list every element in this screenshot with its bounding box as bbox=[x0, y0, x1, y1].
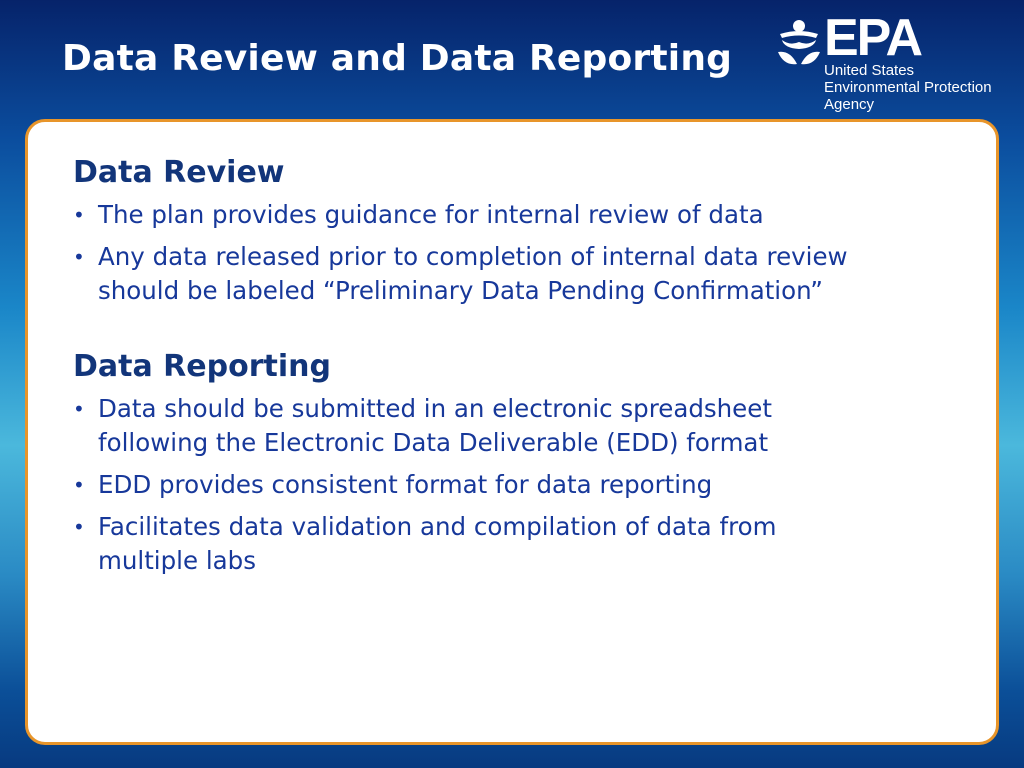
bullet-item: EDD provides consistent format for data … bbox=[73, 468, 813, 502]
bullet-item: Facilitates data validation and compilat… bbox=[73, 510, 813, 578]
agency-line-3: Agency bbox=[824, 96, 875, 113]
content-card: Data Review The plan provides guidance f… bbox=[25, 119, 999, 745]
section-data-review: Data Review The plan provides guidance f… bbox=[73, 155, 893, 316]
agency-line-2: Environmental Protection bbox=[824, 79, 992, 96]
agency-name: United States Environmental Protection A… bbox=[824, 62, 992, 113]
epa-wordmark: EPA bbox=[824, 9, 923, 67]
bullet-item: The plan provides guidance for internal … bbox=[73, 198, 893, 232]
section-heading: Data Reporting bbox=[73, 349, 331, 384]
bullet-item: Any data released prior to completion of… bbox=[73, 240, 893, 308]
agency-line-1: United States bbox=[824, 62, 915, 79]
section-heading: Data Review bbox=[73, 155, 285, 190]
section-data-reporting: Data Reporting Data should be submitted … bbox=[73, 349, 813, 586]
epa-flower-icon bbox=[778, 20, 820, 65]
bullet-item: Data should be submitted in an electroni… bbox=[73, 392, 813, 460]
epa-logo: EPA United States Environmental Protecti… bbox=[776, 9, 1016, 114]
slide-title: Data Review and Data Reporting bbox=[62, 38, 733, 79]
